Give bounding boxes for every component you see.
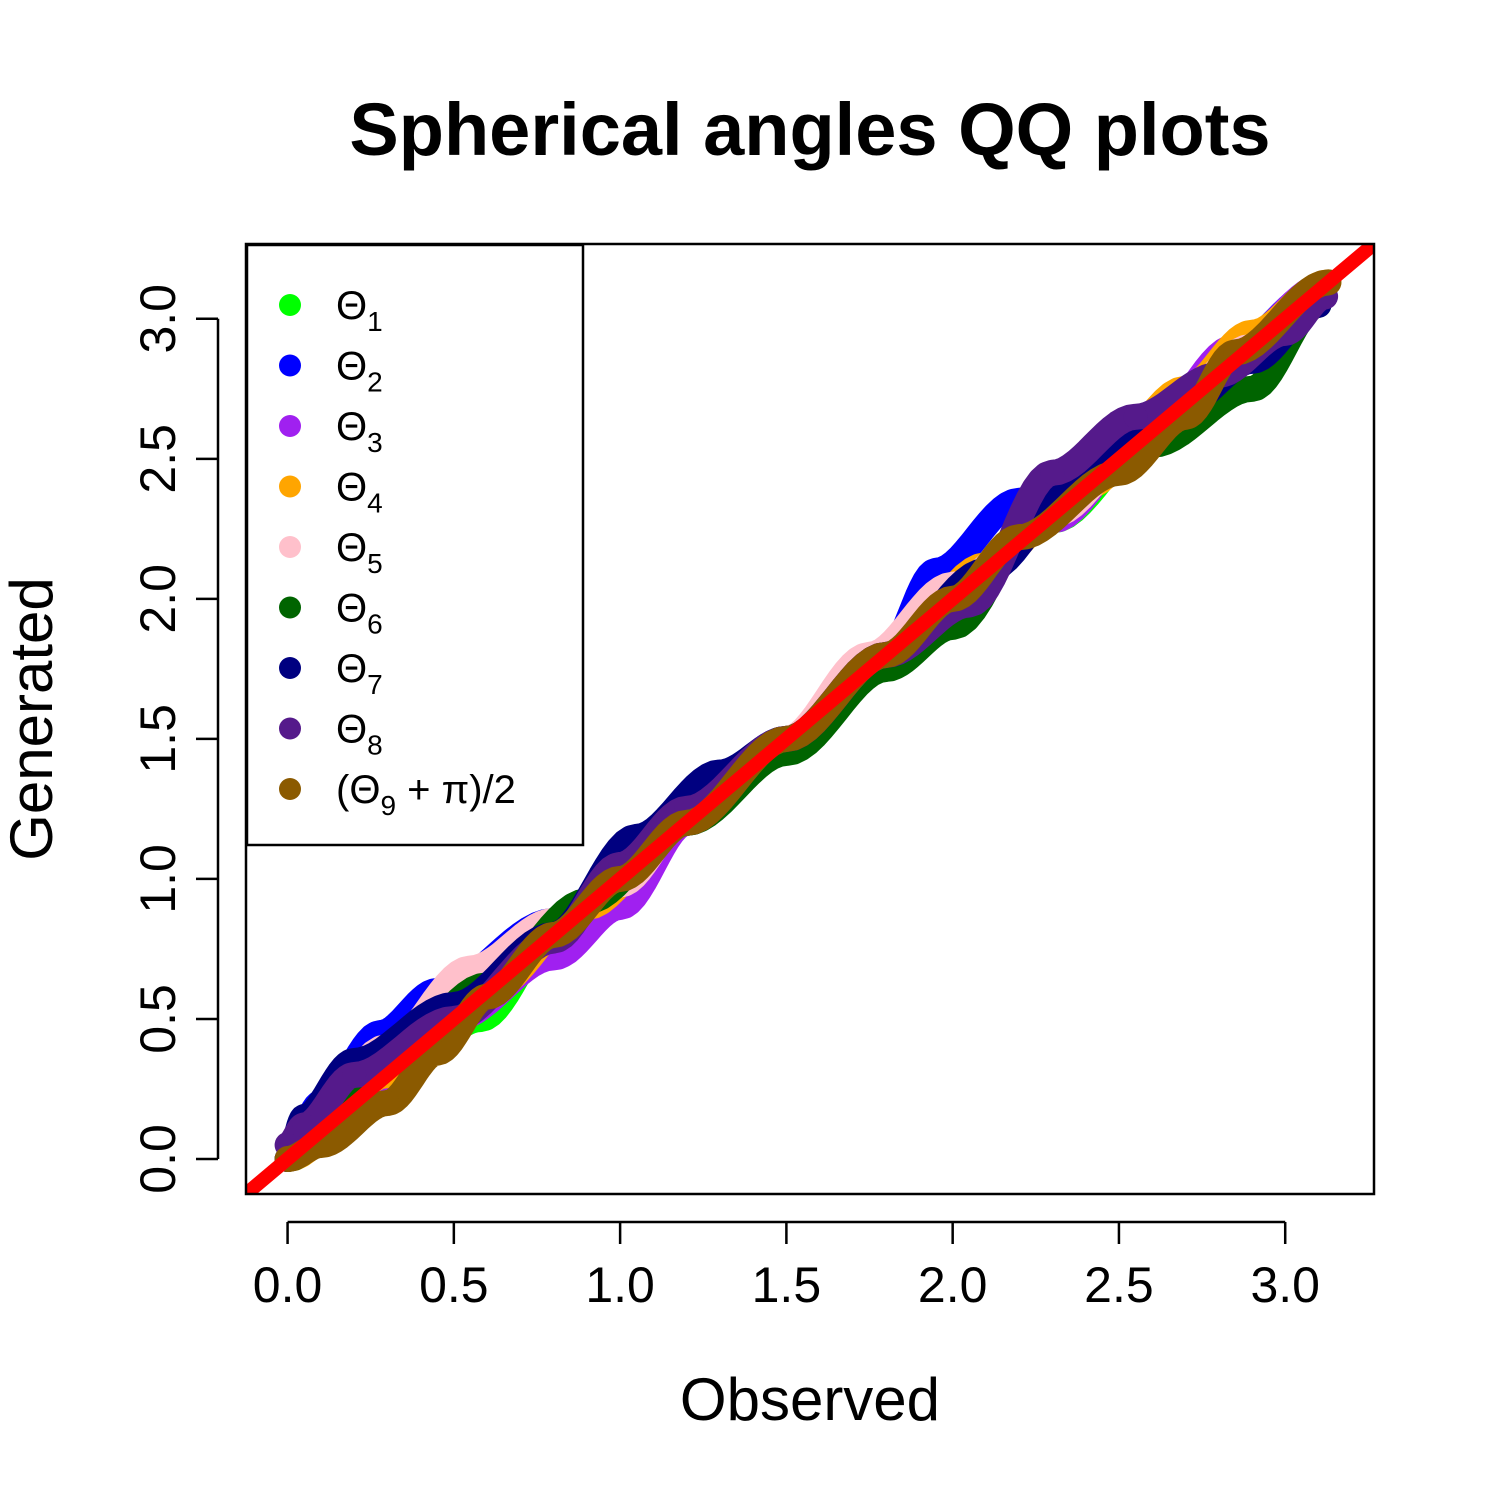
legend-marker <box>279 415 301 437</box>
reference-line <box>246 244 1374 1194</box>
x-tick-label: 3.0 <box>1250 1257 1320 1313</box>
chart-title: Spherical angles QQ plots <box>349 88 1270 171</box>
y-axis: 0.0 0.5 1.0 1.5 2.0 2.5 3.0 <box>130 284 220 1194</box>
x-axis-label: Observed <box>680 1366 940 1433</box>
legend-marker <box>279 657 301 679</box>
legend-item-7: Θ7 <box>279 647 383 700</box>
series-8-point <box>1123 404 1148 429</box>
legend-label: Θ4 <box>336 466 383 519</box>
legend-marker <box>279 294 301 316</box>
series-8-point <box>1040 460 1065 485</box>
x-tick-label: 0.5 <box>419 1257 489 1313</box>
legend-item-1: Θ1 <box>279 284 383 337</box>
legend-label: Θ1 <box>336 284 383 337</box>
y-tick-label: 0.5 <box>130 984 186 1054</box>
legend-marker <box>279 778 301 800</box>
legend-item-5: Θ5 <box>279 526 383 579</box>
legend-item-4: Θ4 <box>279 466 383 519</box>
legend-box <box>245 243 585 847</box>
y-tick-label: 1.5 <box>130 704 186 774</box>
y-tick-label: 0.0 <box>130 1124 186 1194</box>
legend: Θ1 Θ2 Θ3 Θ4 Θ5 Θ6 Θ7 Θ8 (Θ9 + π)/2 <box>245 243 585 847</box>
x-tick-label: 1.0 <box>585 1257 655 1313</box>
legend-marker <box>279 717 301 740</box>
y-axis-label: Generated <box>0 577 65 861</box>
x-tick-label: 1.5 <box>752 1257 822 1313</box>
legend-marker <box>279 475 301 498</box>
legend-item-2: Θ2 <box>279 345 383 398</box>
y-tick-label: 2.5 <box>130 424 186 494</box>
legend-item-8: Θ8 <box>279 708 383 761</box>
y-tick-label: 2.0 <box>130 564 186 634</box>
legend-item-9: (Θ9 + π)/2 <box>279 768 516 821</box>
legend-marker <box>279 536 301 558</box>
legend-label: Θ8 <box>336 708 383 761</box>
series-8-point <box>342 1063 367 1087</box>
x-tick-label: 0.0 <box>253 1257 323 1313</box>
y-tick-label: 1.0 <box>130 844 186 914</box>
legend-label: Θ5 <box>336 526 383 579</box>
x-tick-label: 2.0 <box>918 1257 988 1313</box>
y-tick-label: 3.0 <box>130 284 186 354</box>
legend-item-6: Θ6 <box>279 587 383 640</box>
legend-label: (Θ9 + π)/2 <box>336 768 516 821</box>
legend-marker <box>279 596 301 619</box>
legend-label: Θ2 <box>336 345 383 398</box>
legend-label: Θ6 <box>336 587 383 640</box>
series-9-point <box>375 1091 400 1115</box>
legend-label: Θ7 <box>336 647 383 700</box>
legend-marker <box>279 354 301 377</box>
plot-area <box>246 244 1374 1194</box>
legend-label: Θ3 <box>336 405 383 458</box>
x-tick-label: 2.5 <box>1084 1257 1154 1313</box>
series-6-point <box>1240 376 1264 401</box>
x-axis: 0.0 0.5 1.0 1.5 2.0 2.5 3.0 <box>253 1220 1320 1313</box>
legend-item-3: Θ3 <box>279 405 383 458</box>
